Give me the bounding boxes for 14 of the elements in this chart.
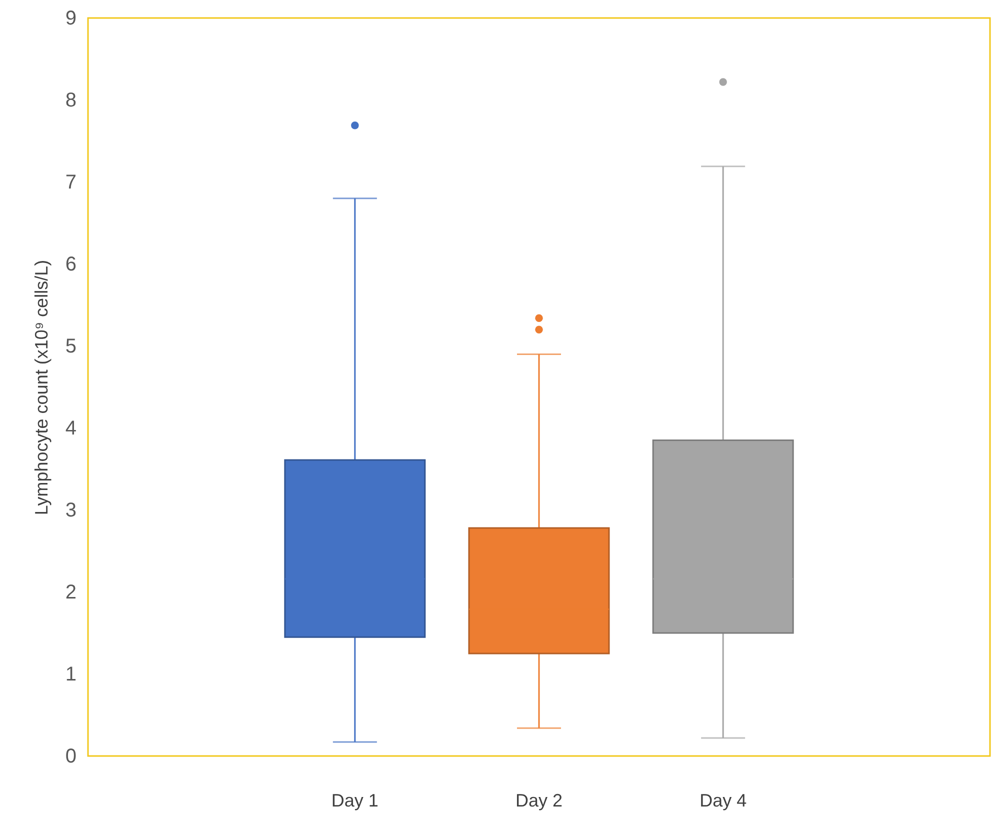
x-tick-label: Day 2	[515, 790, 563, 810]
y-tick-label: 6	[65, 254, 76, 276]
y-tick-label: 0	[65, 746, 76, 768]
y-tick-label: 4	[65, 418, 76, 440]
y-axis-title: Lymphocyte count (x10⁹ cells/L)	[31, 260, 52, 516]
y-tick-label: 1	[65, 664, 76, 686]
x-tick-label: Day 4	[700, 790, 747, 810]
x-tick-label: Day 1	[331, 790, 378, 810]
y-tick-label: 3	[65, 500, 76, 522]
y-tick-label: 9	[65, 8, 76, 30]
y-tick-label: 2	[65, 582, 76, 604]
y-tick-label: 7	[65, 172, 76, 194]
y-tick-label: 5	[65, 336, 76, 358]
y-tick-label: 8	[65, 90, 76, 112]
